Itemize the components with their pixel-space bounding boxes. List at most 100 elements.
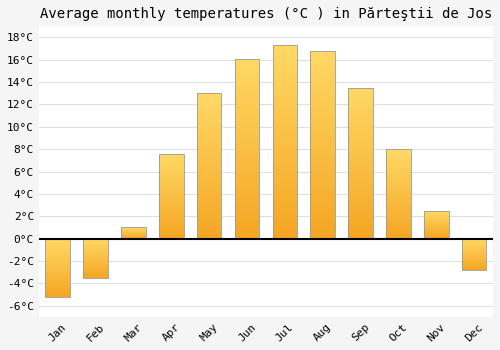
Bar [386,212,410,213]
Bar [348,163,373,165]
Bar [348,108,373,110]
Bar [234,124,260,126]
Bar [159,189,184,190]
Bar [159,180,184,181]
Bar [46,252,70,253]
Bar [386,195,410,196]
Bar [462,257,486,258]
Bar [46,268,70,269]
Bar [272,168,297,171]
Bar [197,220,222,222]
Bar [46,247,70,248]
Bar [386,176,410,177]
Bar [462,241,486,242]
Bar [159,164,184,165]
Bar [159,176,184,177]
Bar [234,119,260,122]
Bar [197,157,222,159]
Bar [386,178,410,179]
Bar [197,124,222,126]
Bar [348,216,373,218]
Bar [46,292,70,293]
Bar [197,164,222,166]
Bar [272,149,297,152]
Bar [310,60,335,63]
Bar [310,232,335,234]
Bar [348,95,373,97]
Bar [234,115,260,117]
Bar [46,259,70,260]
Bar [46,246,70,247]
Bar [462,239,486,270]
Bar [310,217,335,220]
Bar [197,184,222,186]
Bar [197,155,222,157]
Bar [234,126,260,128]
Bar [310,175,335,177]
Bar [386,179,410,181]
Bar [46,294,70,295]
Bar [272,55,297,57]
Bar [46,263,70,264]
Bar [46,286,70,287]
Bar [386,226,410,228]
Bar [386,188,410,189]
Bar [234,75,260,77]
Bar [84,258,108,259]
Bar [386,194,410,195]
Bar [386,177,410,178]
Bar [310,67,335,70]
Bar [348,180,373,182]
Bar [272,217,297,219]
Bar [159,160,184,161]
Bar [348,156,373,158]
Bar [310,142,335,145]
Bar [272,156,297,159]
Bar [386,202,410,203]
Bar [159,217,184,218]
Bar [386,234,410,235]
Bar [234,77,260,79]
Bar [386,218,410,219]
Bar [46,265,70,266]
Bar [310,56,335,58]
Bar [197,173,222,175]
Bar [159,154,184,155]
Bar [386,187,410,188]
Bar [84,268,108,269]
Bar [159,199,184,200]
Bar [197,110,222,112]
Bar [272,195,297,197]
Bar [310,96,335,98]
Bar [462,247,486,248]
Bar [159,234,184,236]
Bar [272,215,297,217]
Bar [272,137,297,140]
Bar [386,157,410,158]
Bar [386,211,410,212]
Bar [310,105,335,107]
Bar [234,234,260,236]
Bar [310,131,335,133]
Bar [234,158,260,160]
Bar [462,265,486,266]
Bar [197,93,222,239]
Bar [46,284,70,285]
Bar [46,254,70,255]
Bar [348,186,373,188]
Bar [234,128,260,131]
Bar [234,83,260,86]
Bar [159,186,184,187]
Bar [84,253,108,254]
Bar [310,79,335,81]
Bar [462,242,486,243]
Bar [46,274,70,275]
Bar [84,252,108,253]
Bar [197,206,222,208]
Bar [462,266,486,267]
Bar [348,131,373,133]
Bar [272,164,297,166]
Bar [272,200,297,202]
Bar [310,189,335,192]
Bar [159,174,184,175]
